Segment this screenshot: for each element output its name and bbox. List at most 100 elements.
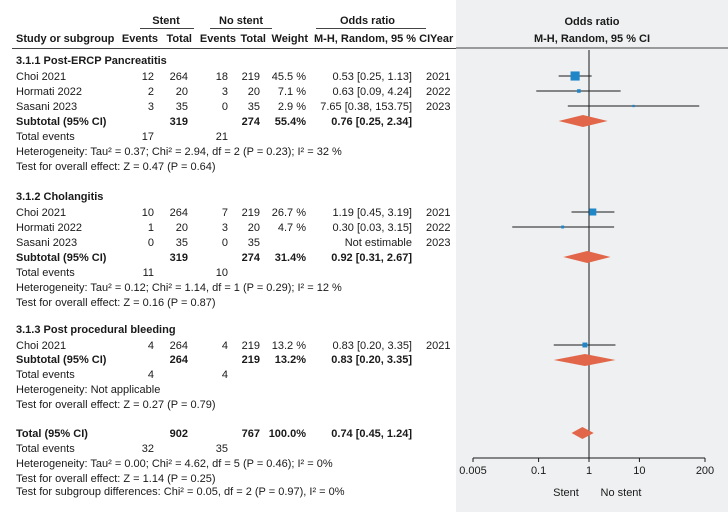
study-square-marker xyxy=(632,104,635,108)
total-stent: 35 xyxy=(175,101,188,113)
subtotal-ci: 0.83 [0.20, 3.35] xyxy=(331,354,412,366)
total-events-label: Total events xyxy=(16,131,75,143)
study-year: 2023 xyxy=(426,101,451,113)
grand-total-no-stent: 767 xyxy=(241,428,260,440)
x-axis: 0.005 0.1 1 10 200 xyxy=(459,457,714,477)
subtotal-total-no-stent: 274 xyxy=(241,252,260,264)
events-no-stent: 18 xyxy=(215,71,228,83)
subtotal-total-stent: 319 xyxy=(169,116,188,128)
study-year: 2021 xyxy=(426,340,451,352)
total-events-label: Total events xyxy=(16,369,75,381)
total-no-stent: 219 xyxy=(241,71,260,83)
events-stent: 4 xyxy=(147,340,154,352)
total-no-stent: 219 xyxy=(241,340,260,352)
total-events-no-stent: 10 xyxy=(215,267,228,279)
subtotal-label: Subtotal (95% CI) xyxy=(16,116,107,128)
total-no-stent: 20 xyxy=(247,222,260,234)
subtotal-weight: 55.4% xyxy=(274,116,306,128)
events-no-stent: 3 xyxy=(221,222,228,234)
weight: 2.9 % xyxy=(277,101,306,113)
x-tick-label: 10 xyxy=(633,465,645,477)
odds-ratio-ci: 1.19 [0.45, 3.19] xyxy=(332,207,412,219)
subtotal-label: Subtotal (95% CI) xyxy=(16,252,107,264)
total-events-stent: 4 xyxy=(147,369,154,381)
overall-effect-text: Test for overall effect: Z = 0.27 (P = 0… xyxy=(16,399,216,411)
header-underline-or xyxy=(316,28,426,29)
study-year: 2022 xyxy=(426,86,451,98)
total-stent: 20 xyxy=(175,86,188,98)
subtotal-total-stent: 319 xyxy=(169,252,188,264)
events-stent: 12 xyxy=(141,71,154,83)
total-stent: 264 xyxy=(169,71,188,83)
subgroup-title: 3.1.3 Post procedural bleeding xyxy=(16,324,176,336)
weight: 7.1 % xyxy=(277,86,306,98)
total-label: Total (95% CI) xyxy=(16,428,88,440)
overall-effect-text: Test for overall effect: Z = 1.14 (P = 0… xyxy=(16,473,216,485)
col-events2-header: Events xyxy=(199,33,236,45)
total-events-label: Total events xyxy=(16,443,75,455)
events-stent: 10 xyxy=(141,207,154,219)
subtotal-total-stent: 264 xyxy=(169,354,188,366)
x-tick-label: 0.1 xyxy=(531,465,546,477)
events-no-stent: 7 xyxy=(221,207,228,219)
total-stent: 264 xyxy=(169,207,188,219)
x-tick-label: 0.005 xyxy=(459,465,487,477)
total-no-stent: 35 xyxy=(247,237,260,249)
weight: 26.7 % xyxy=(271,207,306,219)
study-year: 2021 xyxy=(426,71,451,83)
study-name: Choi 2021 xyxy=(16,207,67,219)
events-stent: 3 xyxy=(147,101,154,113)
subgroup-differences-text: Test for subgroup differences: Chi² = 0.… xyxy=(16,486,345,498)
study-year: 2021 xyxy=(426,207,451,219)
study-name: Hormati 2022 xyxy=(16,86,83,98)
study-table: Stent No stent Odds ratio Study or subgr… xyxy=(12,15,456,498)
group-no-stent-header: No stent xyxy=(219,15,263,27)
x-tick-label: 200 xyxy=(696,465,714,477)
total-events-no-stent: 35 xyxy=(215,443,228,455)
summary-diamond xyxy=(563,251,611,263)
summary-diamond xyxy=(558,115,608,127)
plot-marks xyxy=(512,50,700,458)
forest-plot: Odds ratio M-H, Random, 95 % CI 0.005 0.1… xyxy=(456,16,728,499)
subtotal-total-no-stent: 219 xyxy=(241,354,260,366)
col-weight-header: Weight xyxy=(271,33,308,45)
total-stent: 264 xyxy=(169,340,188,352)
col-total2-header: Total xyxy=(240,33,266,45)
plot-method: M-H, Random, 95 % CI xyxy=(534,33,650,45)
events-no-stent: 4 xyxy=(221,340,228,352)
summary-diamond xyxy=(571,427,594,439)
events-no-stent: 3 xyxy=(221,86,228,98)
total-stent: 20 xyxy=(175,222,188,234)
study-square-marker xyxy=(561,225,565,229)
odds-ratio-ci: Not estimable xyxy=(344,237,412,249)
study-name: Sasani 2023 xyxy=(16,237,78,249)
total-events-stent: 17 xyxy=(141,131,154,143)
study-name: Choi 2021 xyxy=(16,340,67,352)
col-total1-header: Total xyxy=(166,33,192,45)
total-events-label: Total events xyxy=(16,267,75,279)
heterogeneity-text: Heterogeneity: Tau² = 0.00; Chi² = 4.62,… xyxy=(16,458,333,470)
study-name: Sasani 2023 xyxy=(16,101,78,113)
subgroup-title: 3.1.1 Post-ERCP Pancreatitis xyxy=(16,55,167,67)
events-stent: 1 xyxy=(147,222,154,234)
grand-total-ci: 0.74 [0.45, 1.24] xyxy=(331,428,412,440)
events-stent: 2 xyxy=(147,86,154,98)
subgroup-title: 3.1.2 Cholangitis xyxy=(16,191,104,203)
heterogeneity-text: Heterogeneity: Tau² = 0.12; Chi² = 1.14,… xyxy=(16,282,342,294)
col-events1-header: Events xyxy=(121,33,158,45)
header-rule xyxy=(12,48,456,49)
total-events-no-stent: 21 xyxy=(215,131,228,143)
total-events-stent: 32 xyxy=(141,443,154,455)
study-square-marker xyxy=(582,342,588,348)
summary-diamond xyxy=(553,354,616,366)
subtotal-ci: 0.76 [0.25, 2.34] xyxy=(331,116,412,128)
events-no-stent: 0 xyxy=(221,101,228,113)
col-method-header: M-H, Random, 95 % CI xyxy=(314,33,431,45)
total-stent: 35 xyxy=(175,237,188,249)
events-no-stent: 0 xyxy=(221,237,228,249)
study-name: Choi 2021 xyxy=(16,71,67,83)
subtotal-ci: 0.92 [0.31, 2.67] xyxy=(331,252,412,264)
col-study-header: Study or subgroup xyxy=(16,33,115,45)
weight: 13.2 % xyxy=(271,340,306,352)
odds-ratio-header: Odds ratio xyxy=(340,15,396,27)
